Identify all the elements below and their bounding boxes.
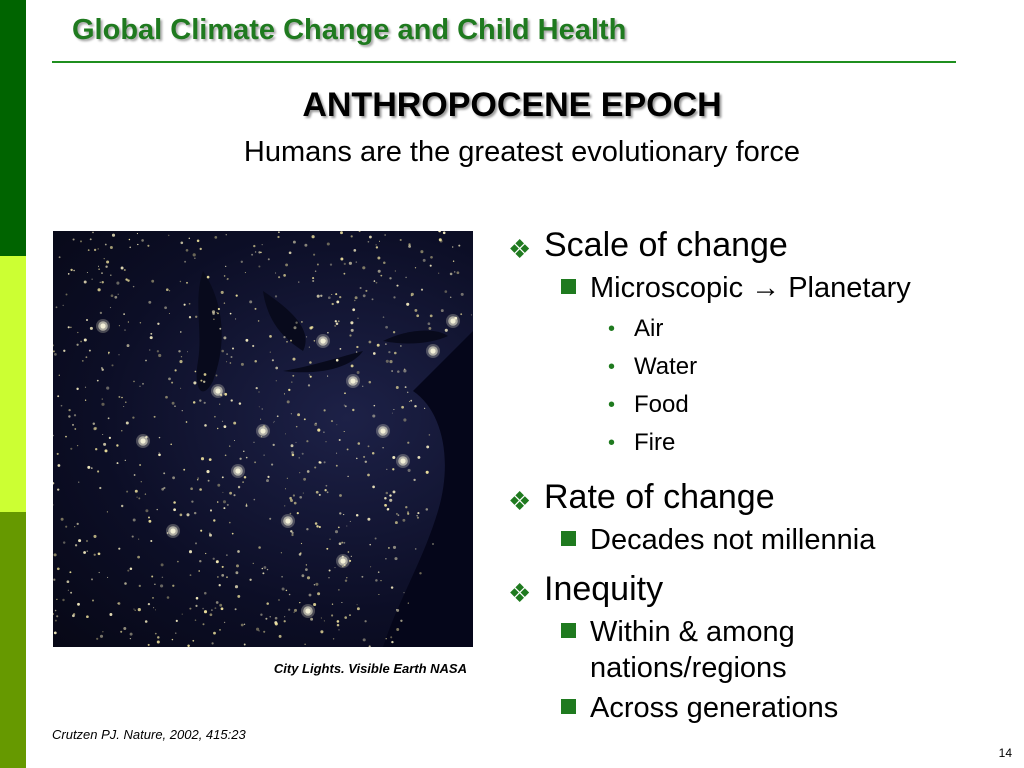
page-number: 14: [998, 746, 1012, 760]
sub-bullet-microscopic-planetary: Microscopic → Planetary: [558, 270, 1008, 306]
lake-michigan-shape: [196, 271, 222, 392]
side-bar-dark-green: [0, 0, 26, 256]
diamond-bullet-icon: ❖: [508, 486, 532, 516]
bullet-inequity: ❖ Inequity: [508, 568, 1008, 610]
bullet-text-line2: nations/regions: [590, 652, 787, 684]
citation: Crutzen PJ. Nature, 2002, 415:23: [52, 727, 246, 742]
bullet-text: Air: [634, 315, 664, 342]
list-item: • Fire: [606, 428, 1008, 458]
slide-subtitle: Humans are the greatest evolutionary for…: [243, 136, 801, 168]
city-lights-map: [53, 231, 473, 647]
bullet-text: Food: [634, 391, 689, 418]
diamond-bullet-icon: ❖: [508, 578, 532, 608]
bullet-text: Fire: [634, 429, 676, 456]
dot-bullet-icon: •: [608, 432, 616, 454]
lake-erie-shape: [283, 351, 363, 373]
bullet-text: Rate of change: [544, 478, 775, 516]
list-item: • Food: [606, 390, 1008, 420]
bullet-text: Decades not millennia: [590, 524, 876, 556]
dot-bullet-icon: •: [608, 394, 616, 416]
bullet-text-to: Planetary: [788, 272, 911, 304]
list-item: • Air: [606, 314, 1008, 344]
bullet-scale-of-change: ❖ Scale of change: [508, 224, 1008, 266]
header-divider: [52, 61, 956, 63]
header-title: Global Climate Change and Child Health: [72, 14, 627, 46]
square-bullet-icon: [561, 531, 576, 546]
lake-ontario-shape: [383, 330, 448, 344]
arrow-right-icon: →: [751, 272, 781, 304]
bullet-text: Scale of change: [544, 226, 788, 264]
bullet-text: Water: [634, 353, 698, 380]
square-bullet-icon: [561, 623, 576, 638]
image-caption: City Lights. Visible Earth NASA: [273, 661, 467, 676]
square-bullet-icon: [561, 699, 576, 714]
atlantic-ocean-shape: [383, 331, 473, 647]
sub-bullet-decades: Decades not millennia: [558, 522, 1008, 558]
sub-bullet-within-among: Within & among nations/regions: [558, 614, 1008, 686]
bullet-text: Inequity: [544, 570, 664, 608]
bullet-text-line1: Within & among: [590, 616, 795, 648]
bullet-rate-of-change: ❖ Rate of change: [508, 476, 1008, 518]
list-item: • Water: [606, 352, 1008, 382]
city-lights-satellite-image: [53, 231, 473, 647]
dot-bullet-icon: •: [608, 318, 616, 340]
lake-huron-shape: [263, 291, 306, 351]
diamond-bullet-icon: ❖: [508, 234, 532, 264]
side-bar-olive: [0, 512, 26, 768]
square-bullet-icon: [561, 279, 576, 294]
bullet-text: Across generations: [590, 692, 839, 724]
sub-bullet-across-generations: Across generations: [558, 690, 1008, 726]
slide-title: ANTHROPOCENE EPOCH: [302, 86, 722, 124]
side-bar-lime: [0, 256, 26, 512]
dot-bullet-icon: •: [608, 356, 616, 378]
bullet-text-from: Microscopic: [590, 272, 744, 304]
bullet-list: ❖ Scale of change Microscopic → Planetar…: [508, 220, 1008, 726]
